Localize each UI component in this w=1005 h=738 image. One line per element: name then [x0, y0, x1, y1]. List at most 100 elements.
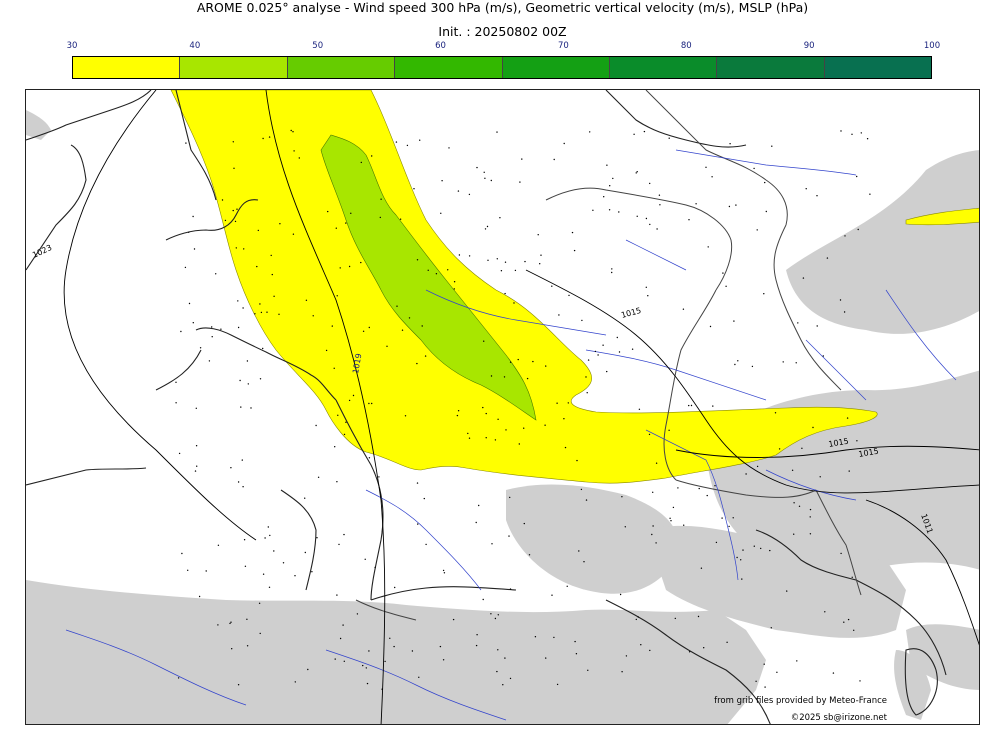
velocity-dot: [573, 249, 576, 252]
velocity-dot: [606, 370, 608, 373]
velocity-dot: [670, 520, 672, 522]
velocity-dot: [621, 496, 623, 498]
velocity-dot: [208, 360, 211, 362]
velocity-dot: [343, 433, 346, 436]
velocity-dot: [368, 326, 370, 329]
velocity-dot: [791, 469, 794, 471]
velocity-dot: [722, 272, 724, 274]
velocity-dot: [771, 145, 773, 147]
velocity-dot: [556, 402, 558, 404]
colorbar-segment: [824, 57, 931, 78]
velocity-dot: [770, 627, 772, 629]
colorbar-tick-label: 80: [680, 41, 692, 51]
velocity-dot: [187, 569, 189, 571]
velocity-dot: [528, 554, 531, 556]
velocity-dot: [753, 545, 755, 547]
velocity-dot: [558, 314, 560, 316]
velocity-dot: [476, 166, 478, 169]
velocity-dot: [239, 379, 241, 382]
velocity-dot: [756, 229, 758, 231]
velocity-dot: [793, 533, 795, 535]
colorbar-tick-label: 70: [558, 41, 569, 51]
velocity-dot: [751, 365, 754, 368]
velocity-dot: [539, 263, 541, 265]
velocity-dot: [545, 365, 547, 367]
velocity-dot: [735, 204, 737, 206]
velocity-dot: [268, 136, 271, 138]
velocity-dot: [235, 247, 237, 249]
velocity-dot: [802, 277, 805, 279]
velocity-dot: [518, 443, 520, 445]
velocity-dot: [334, 658, 336, 660]
colorbar-tick-label: 50: [312, 41, 324, 51]
isobar-label: 1019: [351, 353, 363, 375]
velocity-dot: [483, 171, 485, 173]
velocity-dot: [816, 325, 818, 327]
velocity-dot: [266, 311, 268, 313]
velocity-dot: [534, 636, 537, 638]
velocity-dot: [737, 360, 739, 362]
velocity-dot: [575, 653, 578, 655]
velocity-dot: [812, 426, 814, 429]
velocity-dot: [618, 351, 621, 353]
velocity-dot: [523, 522, 525, 525]
velocity-dot: [241, 459, 243, 461]
velocity-dot: [655, 462, 658, 464]
velocity-dot: [753, 167, 755, 170]
velocity-dot: [331, 325, 333, 327]
velocity-dot: [232, 141, 234, 143]
velocity-dot: [333, 367, 335, 369]
velocity-dot: [509, 588, 512, 590]
velocity-dot: [703, 647, 705, 649]
velocity-dot: [860, 132, 862, 134]
velocity-dot: [242, 486, 244, 488]
velocity-dot: [672, 506, 675, 509]
velocity-dot: [729, 143, 731, 145]
velocity-dot: [556, 683, 559, 686]
velocity-dot: [243, 248, 245, 250]
velocity-dot: [240, 406, 242, 408]
velocity-dot: [568, 294, 570, 297]
colorbar-tick-label: 30: [66, 41, 78, 51]
velocity-dot: [631, 348, 634, 350]
velocity-dot: [304, 551, 306, 554]
velocity-dot: [496, 131, 498, 133]
velocity-dot: [853, 629, 855, 631]
velocity-dot: [259, 378, 262, 380]
isobar-label: 1015: [828, 437, 850, 449]
velocity-dot: [638, 408, 641, 410]
velocity-dot: [856, 440, 858, 442]
velocity-dot: [756, 465, 759, 468]
velocity-dot: [262, 573, 265, 575]
velocity-dot: [336, 594, 338, 596]
velocity-dot: [551, 285, 553, 287]
velocity-dot: [594, 350, 597, 353]
velocity-dot: [715, 541, 718, 544]
velocity-dot: [609, 185, 611, 187]
velocity-dot: [509, 677, 512, 680]
velocity-dot: [338, 543, 340, 546]
velocity-dot: [298, 157, 300, 159]
velocity-dot: [611, 271, 613, 274]
velocity-dot: [755, 680, 757, 682]
velocity-dot: [217, 544, 220, 546]
velocity-dot: [425, 543, 427, 546]
velocity-dot: [566, 585, 568, 587]
colorbar-segment: [395, 57, 503, 78]
velocity-dot: [490, 179, 492, 182]
velocity-dot: [636, 171, 638, 173]
velocity-dot: [740, 559, 742, 561]
velocity-dot: [244, 565, 247, 567]
velocity-dot: [695, 203, 697, 205]
chart-title: AROME 0.025° analyse - Wind speed 300 hP…: [196, 0, 809, 15]
velocity-dot: [456, 414, 459, 417]
velocity-dot: [839, 299, 842, 301]
velocity-dot: [726, 641, 728, 643]
velocity-dot: [645, 286, 647, 288]
velocity-dot: [840, 130, 842, 132]
velocity-dot: [345, 222, 347, 224]
velocity-dot: [571, 231, 574, 234]
velocity-dot: [606, 164, 608, 166]
velocity-dot: [237, 326, 240, 329]
velocity-dot: [231, 648, 233, 650]
